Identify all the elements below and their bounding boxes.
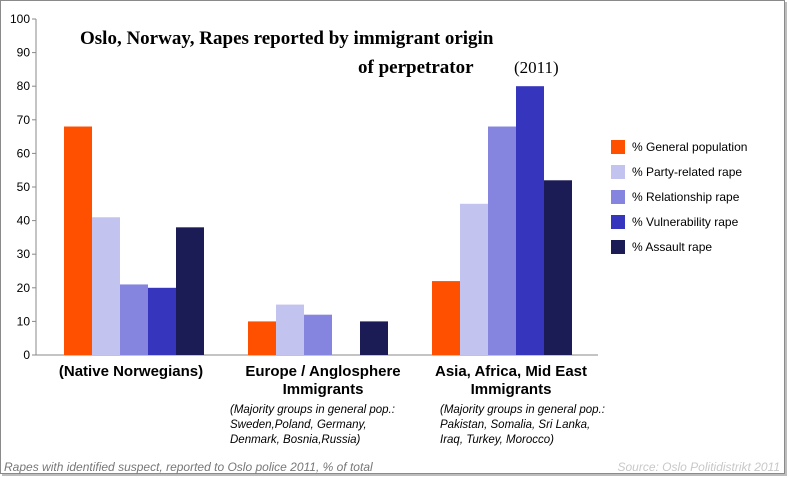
category-label: (Native Norwegians) xyxy=(59,363,203,380)
legend-swatch xyxy=(611,140,625,154)
y-tick-label: 100 xyxy=(10,12,30,26)
category-note: Iraq, Turkey, Morocco) xyxy=(440,434,554,446)
legend-label: % Relationship rape xyxy=(632,190,740,204)
legend-swatch xyxy=(611,240,625,254)
bar xyxy=(432,281,460,355)
chart-title-line1: Oslo, Norway, Rapes reported by immigran… xyxy=(80,28,494,49)
legend-swatch xyxy=(611,190,625,204)
bar xyxy=(516,86,544,355)
bar xyxy=(148,287,176,355)
category-label-line2: Immigrants xyxy=(283,381,364,398)
category-labels: (Native Norwegians) Europe / AnglosphereI… xyxy=(59,363,605,446)
legend-swatch xyxy=(611,215,625,229)
legend-label: % General population xyxy=(632,140,747,154)
chart-title-year: (2011) xyxy=(514,58,559,77)
category-label-line2: Immigrants xyxy=(471,381,552,398)
category-note: (Majority groups in general pop.: xyxy=(230,404,395,416)
category-note: Sweden,Poland, Germany, xyxy=(230,419,367,431)
y-tick-label: 70 xyxy=(17,113,31,127)
category-label: Asia, Africa, Mid East xyxy=(435,363,587,380)
footnote-left: Rapes with identified suspect, reported … xyxy=(4,460,373,474)
axes: 0 10 20 30 40 50 60 70 80 90 100 xyxy=(10,12,598,362)
legend-label: % Vulnerability rape xyxy=(632,215,739,229)
y-tick-label: 0 xyxy=(23,348,30,362)
y-tick-label: 30 xyxy=(17,247,31,261)
bar xyxy=(120,284,148,355)
category-note: (Majority groups in general pop.: xyxy=(440,404,605,416)
legend-swatch xyxy=(611,165,625,179)
bar xyxy=(488,126,516,356)
category-label: Europe / Anglosphere xyxy=(245,363,400,380)
y-tick-label: 60 xyxy=(17,146,31,160)
bar xyxy=(92,217,120,355)
legend-label: % Assault rape xyxy=(632,240,712,254)
y-tick-label: 80 xyxy=(17,79,31,93)
y-tick-label: 50 xyxy=(17,180,31,194)
bar xyxy=(176,227,204,355)
bar xyxy=(276,304,304,355)
y-tick-label: 20 xyxy=(17,281,31,295)
y-tick-label: 90 xyxy=(17,46,31,60)
bar xyxy=(360,321,388,355)
category-note: Denmark, Bosnia,Russia) xyxy=(230,434,361,446)
bar xyxy=(64,126,92,356)
bars xyxy=(64,86,572,356)
category-note: Pakistan, Somalia, Sri Lanka, xyxy=(440,419,590,431)
bar xyxy=(304,314,332,355)
bar xyxy=(248,321,276,355)
legend-label: % Party-related rape xyxy=(632,165,742,179)
bar xyxy=(460,203,488,355)
y-tick-label: 10 xyxy=(17,314,31,328)
legend: % General population % Party-related rape… xyxy=(611,140,747,254)
chart-title-line2: of perpetrator xyxy=(358,57,474,78)
bar xyxy=(544,180,572,355)
footnote-right: Source: Oslo Politidistrikt 2011 xyxy=(617,460,780,474)
y-tick-label: 40 xyxy=(17,214,31,228)
